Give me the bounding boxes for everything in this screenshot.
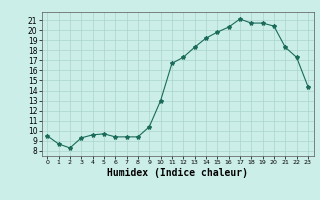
X-axis label: Humidex (Indice chaleur): Humidex (Indice chaleur) [107,168,248,178]
